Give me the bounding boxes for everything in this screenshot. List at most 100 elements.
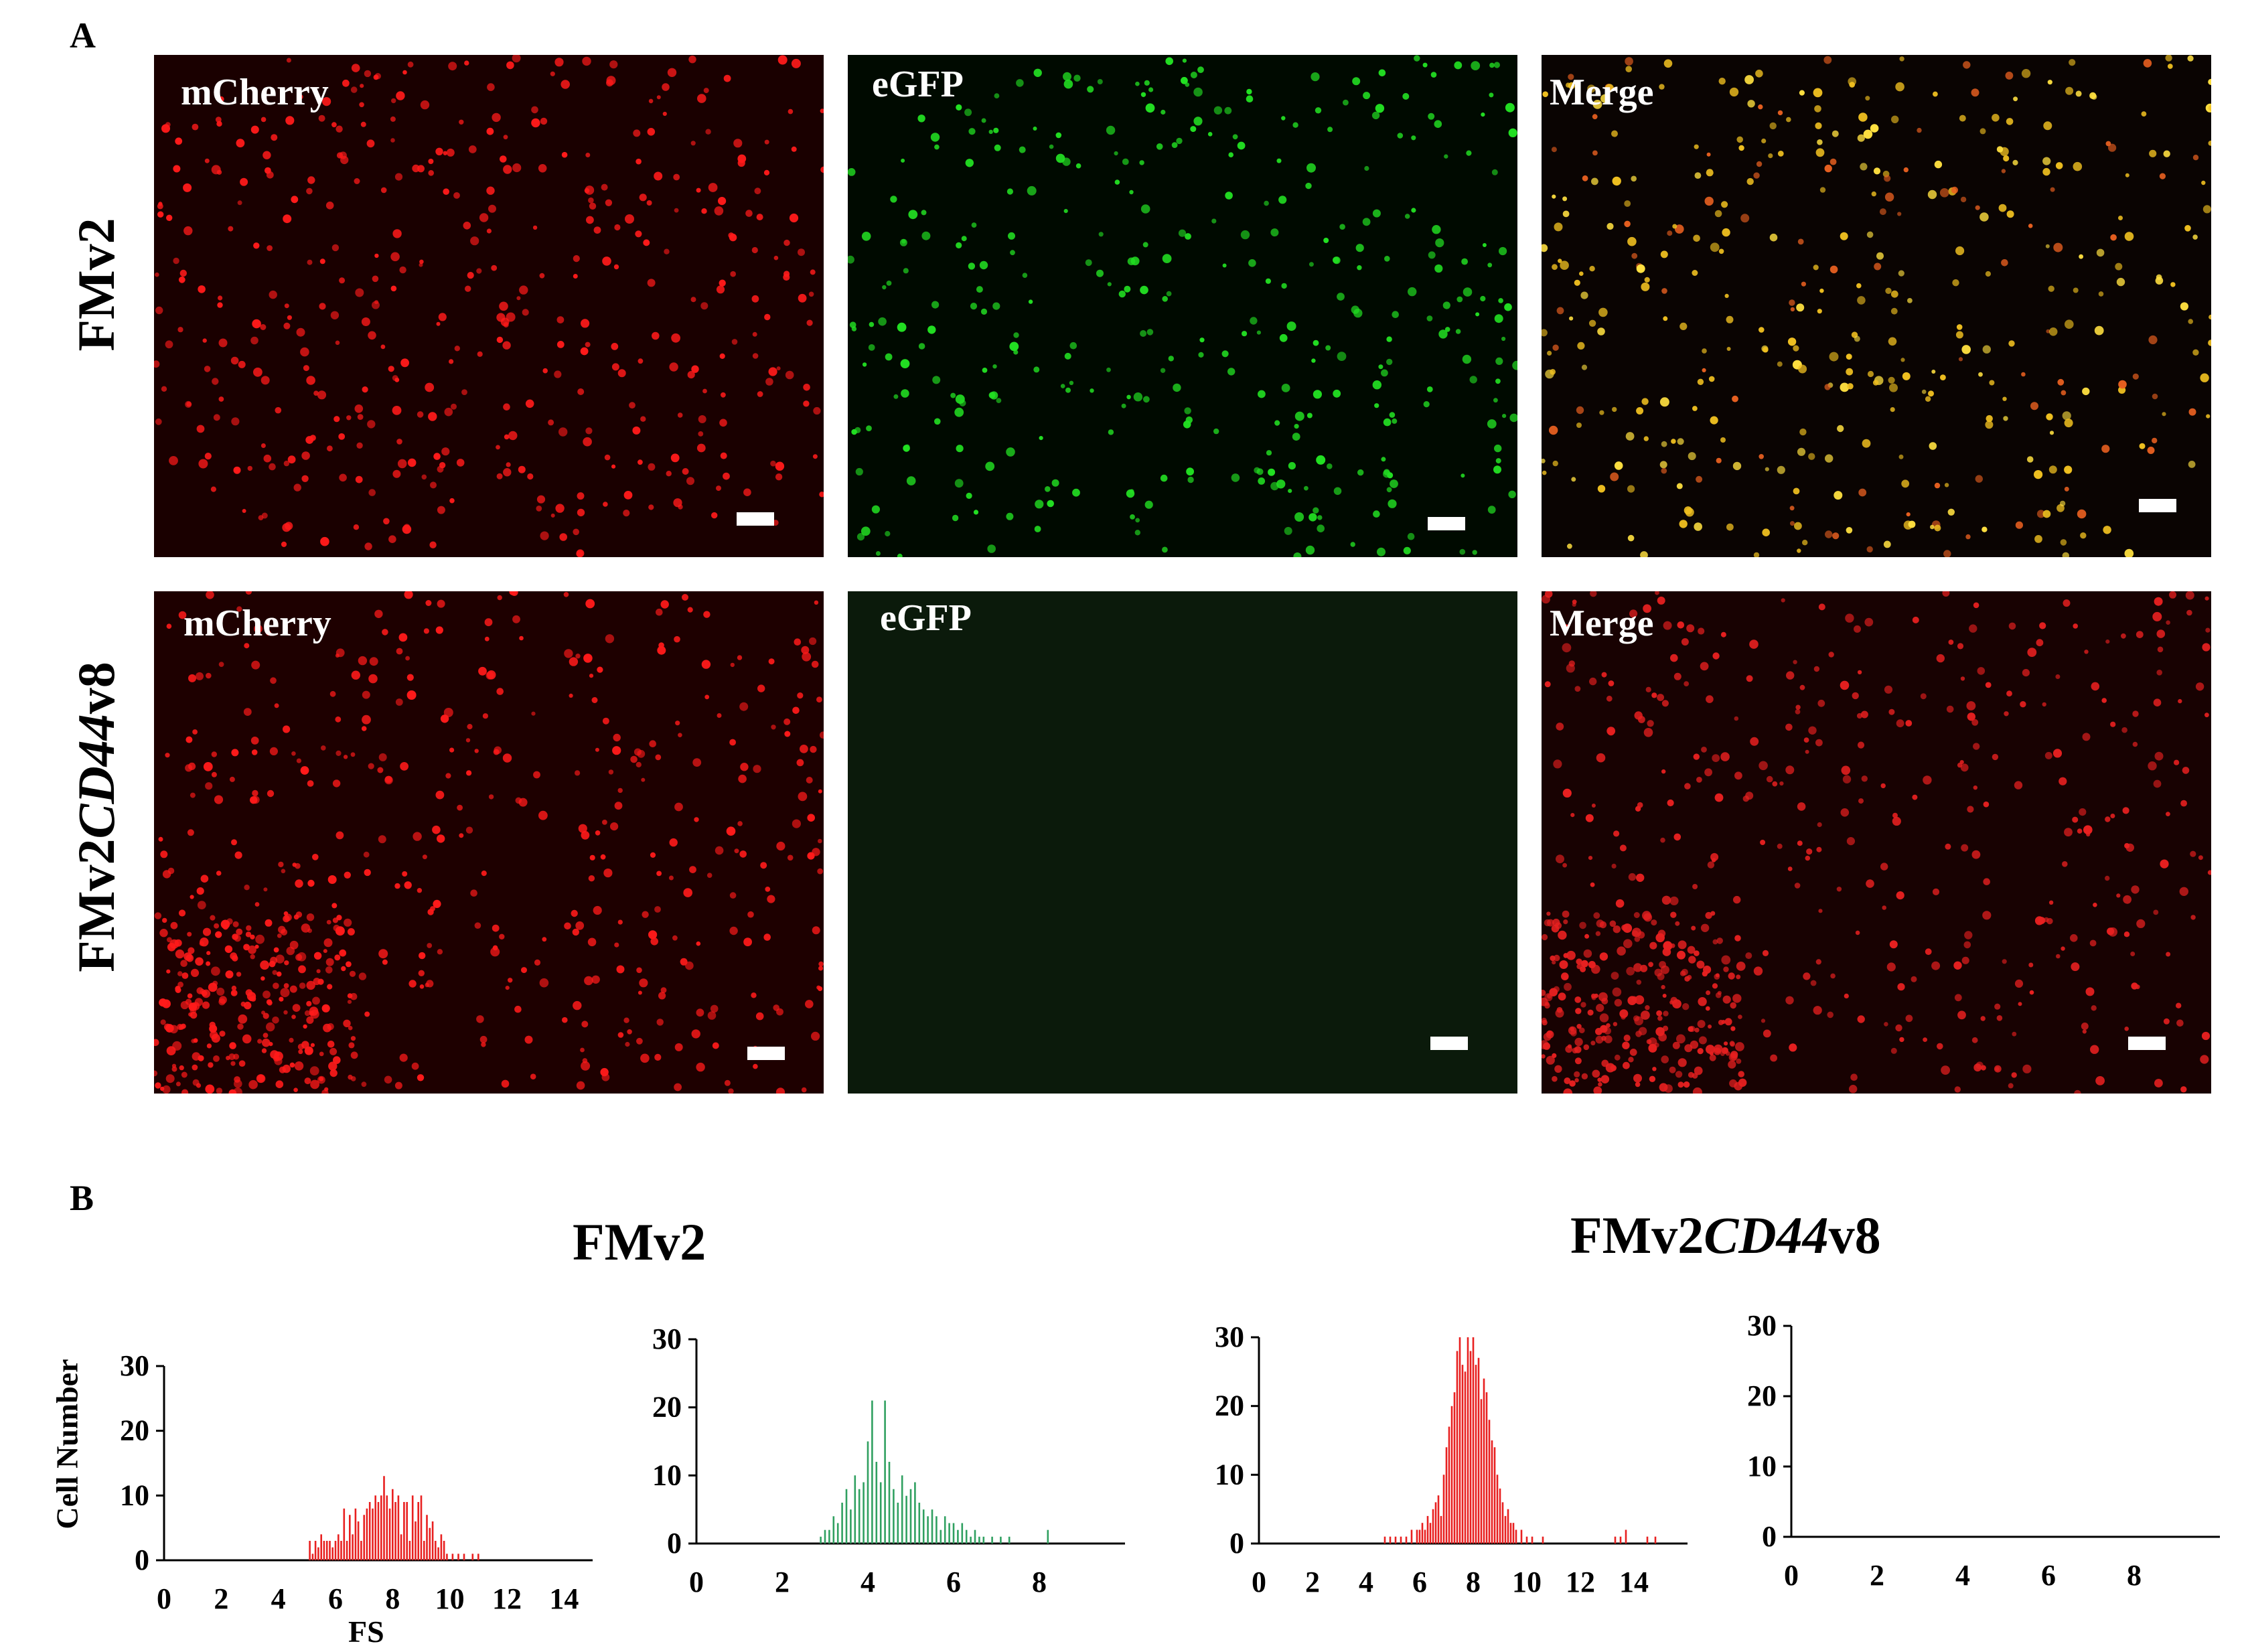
cell-dot [1281,116,1286,121]
cell-dot [2034,916,2044,925]
cell-dot [1574,996,1582,1003]
cell-dot [2039,622,2046,629]
cell-dot [623,1017,629,1023]
cell-dot [540,531,549,540]
cell-dot [368,763,374,769]
cell-dot [662,111,667,117]
cell-dot [611,343,619,350]
cell-dot [2103,526,2111,534]
cell-dot [531,711,536,716]
cell-dot [435,790,445,800]
cell-dot [521,967,527,974]
cell-dot [1562,788,1572,798]
cell-dot [1860,163,1868,171]
x-tick-label: 10 [1512,1566,1542,1598]
cell-dot [2141,111,2147,117]
cell-dot [1062,157,1071,166]
cell-dot [1704,196,1714,206]
cell-dot [1162,254,1172,263]
cell-dot [771,725,776,730]
cell-dot [1207,132,1213,137]
cell-dot [1856,712,1863,719]
cell-dot [1961,345,1971,354]
cell-dot [289,1037,294,1043]
cell-dot [591,975,600,984]
cell-dot [797,692,804,699]
cell-dot [708,183,718,192]
cell-dot [310,1043,315,1047]
cell-dot [1432,225,1441,234]
cell-dot [1675,1071,1683,1078]
cell-dot [1160,474,1168,482]
cell-dot [554,370,562,378]
cell-dot [1902,372,1911,380]
cell-dot [1571,477,1576,482]
cell-dot [1957,643,1964,650]
cell-dot [2042,702,2046,707]
cell-dot [558,427,568,437]
cell-dot [1033,127,1037,131]
cell-dot [1622,1041,1630,1049]
cell-dot [485,671,494,680]
cell-dot [1388,499,1397,508]
cell-dot [908,210,918,220]
cell-dot [2062,411,2071,421]
cell-dot [1570,813,1575,818]
cell-dot [1130,256,1140,266]
cell-dot [350,1051,358,1059]
cell-dot [378,949,388,959]
row-label-fmv2-cd44v8: FMv2CD44v8 [67,662,125,972]
cell-dot [1687,946,1696,954]
cell-dot [1777,110,1783,116]
cell-dot [1587,84,1596,93]
cell-dot [1647,720,1654,727]
cell-dot [2118,380,2127,389]
cell-dot [1633,1073,1642,1083]
cell-dot [1383,418,1392,427]
cell-dot [1544,919,1552,927]
cell-dot [173,257,179,265]
cell-dot [1631,996,1637,1002]
cell-dot [1146,329,1154,335]
cell-dot [369,657,378,666]
x-tick-label: 6 [2041,1559,2056,1592]
cell-dot [1648,1043,1657,1053]
cell-dot [1716,937,1723,944]
cell-dot [593,905,602,915]
cell-dot [605,634,615,644]
cell-dot [234,935,241,942]
cell-dot [2096,248,2105,257]
cell-dot [1327,127,1333,133]
cell-dot [1971,1037,1978,1043]
x-tick-label: 2 [1870,1559,1884,1592]
cell-dot [820,166,824,173]
cell-dot [222,924,228,930]
cell-dot [956,104,962,110]
cell-dot [1738,1078,1747,1087]
cell-dot [1858,488,1867,497]
cell-dot [392,229,402,238]
cell-dot [640,416,646,422]
cell-dot [1753,552,1760,557]
cell-dot [882,285,887,290]
cell-dot [1034,526,1041,532]
cell-dot [245,989,252,996]
channel-label: eGFP [872,64,964,105]
cell-dot [154,1039,159,1047]
cell-dot [1884,1022,1888,1027]
cell-dot [956,445,964,453]
cell-dot [2152,437,2158,444]
cell-dot [211,751,217,757]
x-tick-label: 2 [1305,1566,1320,1598]
cell-dot [275,1051,280,1057]
cell-dot [281,541,287,548]
cell-dot [1670,911,1677,918]
cell-dot [358,656,368,666]
cell-dot [985,461,995,471]
cell-dot [931,301,940,309]
cell-dot [798,792,808,802]
cell-dot [317,1075,325,1084]
cell-dot [1824,384,1831,390]
cell-dot [1582,175,1588,181]
cell-dot [2201,180,2206,185]
